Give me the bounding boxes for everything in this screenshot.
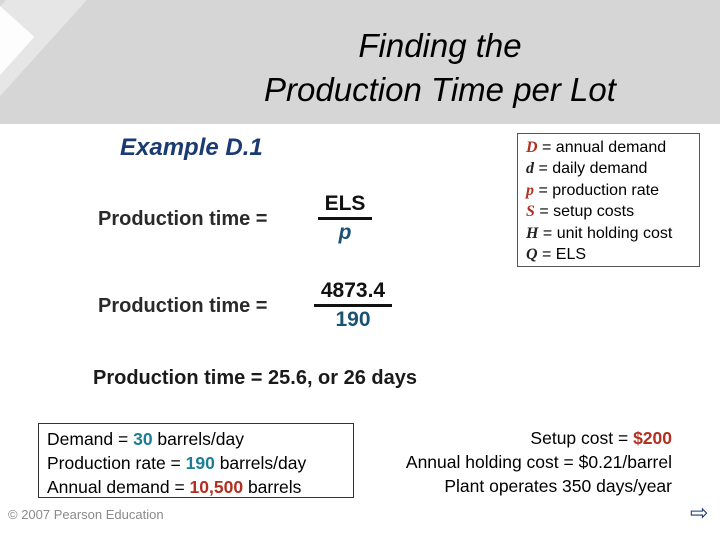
copyright-notice: © 2007 Pearson Education — [8, 507, 164, 522]
denominator: p — [338, 221, 352, 244]
given-data-box: Demand = 30 barrels/day Production rate … — [38, 423, 354, 498]
equation-2-fraction: 4873.4 190 — [314, 279, 392, 332]
cost-item: Annual holding cost = $0.21/barrel — [405, 452, 672, 472]
equation-1-label: Production time = — [98, 208, 268, 230]
variable-legend: D = annual demand d = daily demand p = p… — [517, 133, 700, 267]
result-line: Production time = 25.6, or 26 days — [93, 367, 418, 389]
legend-item: H = unit holding cost — [526, 224, 673, 242]
fraction-bar — [314, 304, 392, 307]
legend-item: D = annual demand — [526, 139, 667, 156]
title-banner: Finding the Production Time per Lot — [0, 0, 720, 124]
equation-2-label: Production time = — [98, 295, 268, 317]
cost-item: Plant operates 350 days/year — [444, 476, 672, 496]
next-arrow-icon[interactable]: ⇨ — [690, 500, 709, 525]
title-line-2: Production Time per Lot — [264, 71, 616, 108]
decorative-stripe — [0, 0, 105, 124]
legend-item: p = production rate — [526, 181, 659, 199]
numerator: ELS — [324, 192, 366, 215]
numerator: 4873.4 — [320, 279, 386, 302]
given-item: Production rate = 190 barrels/day — [47, 453, 307, 473]
denominator: 190 — [335, 308, 371, 331]
cost-item: Setup cost = $200 — [530, 428, 672, 448]
given-item: Demand = 30 barrels/day — [47, 429, 244, 449]
slide-title: Finding the Production Time per Lot — [210, 24, 670, 112]
legend-item: Q = ELS — [526, 246, 587, 264]
fraction-bar — [318, 217, 372, 220]
given-item: Annual demand = 10,500 barrels — [47, 477, 302, 497]
legend-item: S = setup costs — [526, 203, 635, 221]
example-label: Example D.1 — [120, 134, 263, 161]
title-line-1: Finding the — [358, 27, 522, 64]
cost-data-box: Setup cost = $200 Annual holding cost = … — [360, 423, 680, 498]
equation-1-fraction: ELS p — [318, 192, 372, 245]
legend-item: d = daily demand — [526, 160, 648, 178]
